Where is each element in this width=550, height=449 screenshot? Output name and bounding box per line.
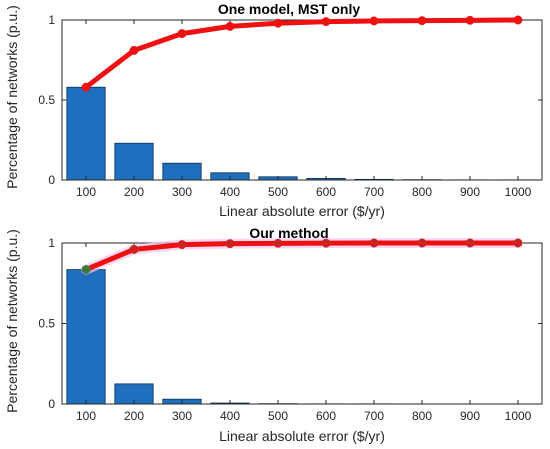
line-marker	[465, 15, 475, 25]
line-marker	[321, 17, 331, 27]
line-marker	[465, 238, 475, 248]
x-tick-label: 100	[76, 185, 96, 199]
chart-title: One model, MST only	[218, 1, 361, 17]
x-axis-label: Linear absolute error ($/yr)	[219, 203, 385, 219]
line-marker	[273, 18, 283, 28]
line-marker	[225, 21, 235, 31]
y-axis-label: Percentage of networks (p.u.)	[4, 5, 20, 189]
x-tick-label: 700	[364, 185, 384, 199]
y-axis-label: Percentage of networks (p.u.)	[4, 229, 20, 413]
x-tick-label: 900	[460, 409, 480, 423]
x-tick-label: 100	[76, 409, 96, 423]
x-tick-label: 200	[124, 409, 144, 423]
cumulative-line	[83, 17, 521, 90]
x-tick-label: 200	[124, 185, 144, 199]
top-chart: One model, MST only Percentage of networ…	[4, 1, 543, 219]
x-tick-label: 1000	[505, 185, 532, 199]
x-tick-label: 1000	[505, 409, 532, 423]
y-tick-label: 1	[48, 236, 55, 250]
x-tick-label: 400	[220, 185, 240, 199]
x-tick-label: 500	[268, 409, 288, 423]
axes-frame	[61, 242, 543, 405]
y-tick-label: 0	[48, 173, 55, 187]
line-marker	[369, 238, 379, 248]
x-tick-label: 500	[268, 185, 288, 199]
line-marker	[513, 238, 523, 248]
line-marker	[369, 16, 379, 26]
bar	[66, 86, 106, 181]
x-tick-label: 800	[412, 185, 432, 199]
line-marker	[225, 239, 235, 249]
line-marker	[81, 82, 91, 92]
bar	[114, 142, 154, 181]
chart-title: Our method	[249, 225, 328, 241]
line-marker	[321, 238, 331, 248]
line-marker	[417, 16, 427, 26]
bar	[66, 269, 106, 405]
line-marker	[513, 15, 523, 25]
x-tick-label: 300	[172, 185, 192, 199]
x-tick-label: 600	[316, 185, 336, 199]
x-tick-label: 700	[364, 409, 384, 423]
bottom-chart: Our method Percentage of networks (p.u.)…	[4, 225, 543, 444]
x-tick-label: 900	[460, 185, 480, 199]
line-marker	[177, 29, 187, 39]
y-tick-label: 0	[48, 397, 55, 411]
x-tick-label: 300	[172, 409, 192, 423]
line-marker	[129, 244, 139, 254]
line-marker	[81, 265, 91, 275]
line-marker	[417, 238, 427, 248]
line-marker	[273, 238, 283, 248]
x-tick-label: 600	[316, 409, 336, 423]
x-tick-label: 800	[412, 409, 432, 423]
line-marker	[177, 240, 187, 250]
line-marker	[129, 45, 139, 55]
cumulative-line	[83, 240, 521, 273]
x-tick-label: 400	[220, 409, 240, 423]
y-tick-label: 0.5	[38, 317, 55, 331]
x-axis-label: Linear absolute error ($/yr)	[219, 428, 385, 444]
y-tick-label: 1	[48, 13, 55, 27]
y-tick-label: 0.5	[38, 93, 55, 107]
